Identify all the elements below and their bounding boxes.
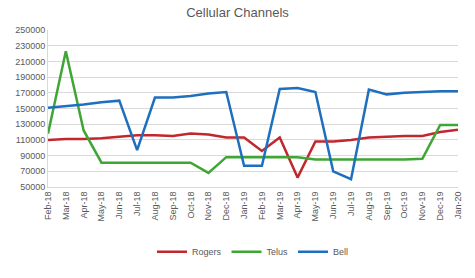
svg-text:130000: 130000 [15, 119, 45, 129]
svg-text:Aug-18: Aug-18 [150, 192, 160, 221]
svg-text:210000: 210000 [15, 57, 45, 67]
svg-text:Jan-20: Jan-20 [453, 192, 463, 220]
svg-text:Jan-19: Jan-19 [239, 192, 249, 220]
svg-text:Mar-18: Mar-18 [61, 192, 71, 221]
svg-text:170000: 170000 [15, 88, 45, 98]
svg-text:Rogers: Rogers [192, 247, 222, 257]
svg-text:Jul-18: Jul-18 [132, 192, 142, 217]
svg-text:Dec-18: Dec-18 [221, 192, 231, 221]
svg-text:Dec-19: Dec-19 [435, 192, 445, 221]
svg-text:Oct-19: Oct-19 [399, 192, 409, 219]
svg-text:Jun-19: Jun-19 [328, 192, 338, 220]
svg-text:Feb-18: Feb-18 [43, 192, 53, 221]
svg-text:Jun-18: Jun-18 [114, 192, 124, 220]
svg-text:Apr-18: Apr-18 [79, 192, 89, 219]
svg-text:90000: 90000 [20, 151, 45, 161]
svg-text:230000: 230000 [15, 41, 45, 51]
svg-text:Jul-19: Jul-19 [346, 192, 356, 217]
svg-text:Sep-19: Sep-19 [382, 192, 392, 221]
svg-text:Nov-18: Nov-18 [203, 192, 213, 221]
svg-text:Apr-19: Apr-19 [292, 192, 302, 219]
svg-text:Telus: Telus [267, 247, 289, 257]
svg-text:Sep-18: Sep-18 [168, 192, 178, 221]
svg-text:Bell: Bell [333, 247, 348, 257]
svg-text:May-19: May-19 [310, 192, 320, 222]
svg-text:70000: 70000 [20, 166, 45, 176]
svg-text:190000: 190000 [15, 72, 45, 82]
svg-text:110000: 110000 [16, 135, 45, 145]
svg-text:Feb-19: Feb-19 [257, 192, 267, 221]
svg-text:50000: 50000 [20, 182, 45, 192]
svg-text:Oct-18: Oct-18 [186, 192, 196, 219]
svg-text:Aug-19: Aug-19 [364, 192, 374, 221]
svg-text:Nov-19: Nov-19 [417, 192, 427, 221]
svg-text:150000: 150000 [15, 104, 45, 114]
svg-text:Cellular Channels: Cellular Channels [186, 5, 289, 20]
svg-text:May-18: May-18 [96, 192, 106, 222]
svg-text:Mar-19: Mar-19 [275, 192, 285, 221]
svg-text:250000: 250000 [15, 25, 45, 35]
